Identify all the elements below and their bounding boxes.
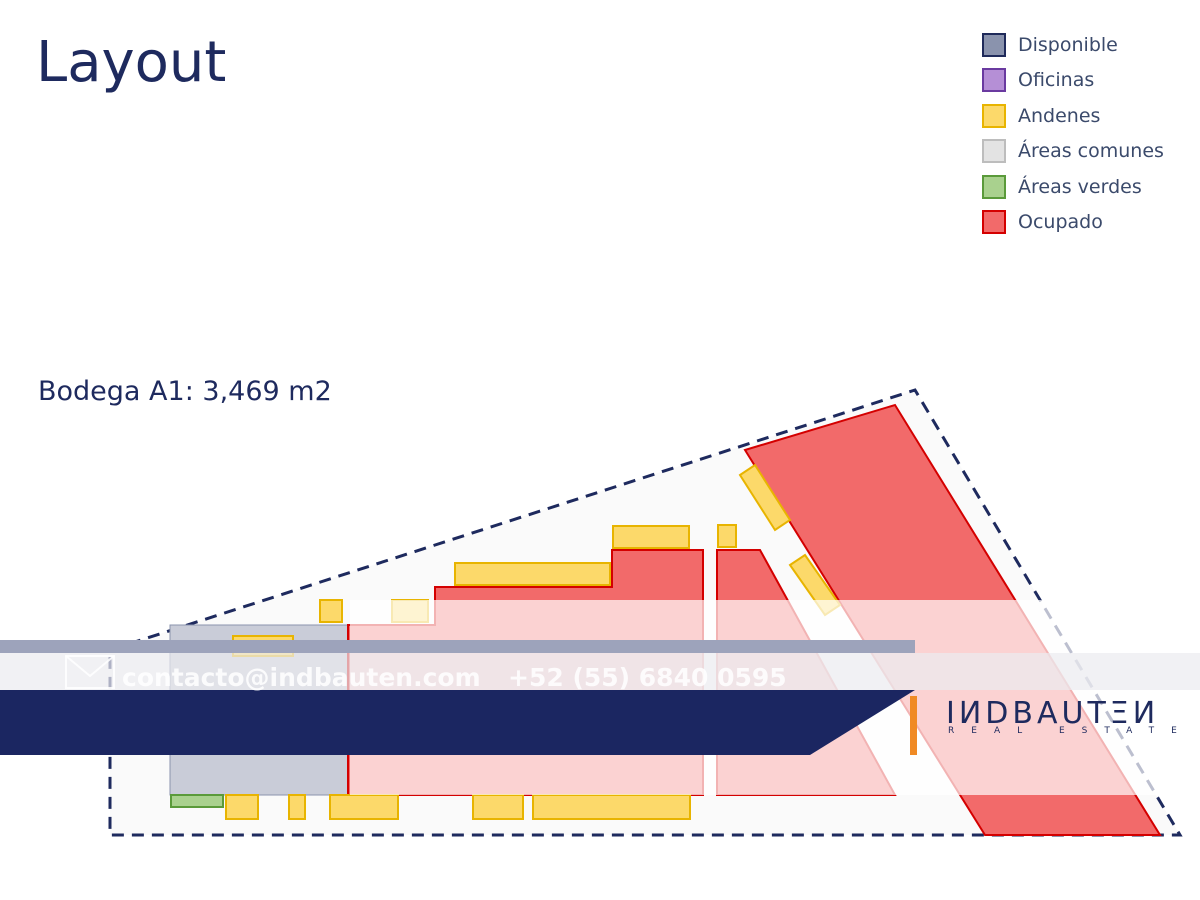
email-icon (65, 655, 115, 678)
legend-label: Áreas comunes (1018, 140, 1164, 163)
legend-label: Andenes (1018, 104, 1101, 127)
title: Layout (36, 30, 227, 95)
legend-swatch (982, 103, 1006, 128)
legend-label: Disponible (1018, 33, 1118, 56)
phone: +52 (55) 6840 0595 (508, 663, 787, 692)
legend-label: Oficinas (1018, 69, 1095, 92)
legend-label: Áreas verdes (1018, 175, 1142, 198)
legend-item: Disponible (982, 27, 1164, 63)
legend-item: Áreas comunes (982, 134, 1164, 170)
green-area (170, 794, 224, 808)
legend-item: Ocupado (982, 205, 1164, 241)
legend-swatch (982, 68, 1006, 93)
plan-label: Bodega A1: 3,469 m2 (38, 376, 332, 407)
email: contacto@indbauten.com (122, 663, 481, 692)
logo: IИDBAUTΞИ (946, 696, 1160, 731)
band-dark (0, 690, 915, 755)
legend-item: Andenes (982, 98, 1164, 134)
legend-item: Áreas verdes (982, 169, 1164, 205)
legend-label: Ocupado (1018, 211, 1103, 234)
tagline: REAL ESTATE (948, 726, 1194, 736)
accent-bar (910, 696, 917, 755)
legend-swatch (982, 32, 1006, 57)
email-icon (65, 655, 115, 689)
legend-swatch (982, 139, 1006, 164)
band-light (0, 653, 1200, 690)
legend-swatch (982, 174, 1006, 199)
band-top (0, 640, 915, 653)
legend: Disponible Oficinas Andenes Áreas comunes Ár… (982, 27, 1164, 240)
legend-swatch (982, 210, 1006, 235)
legend-item: Oficinas (982, 63, 1164, 99)
